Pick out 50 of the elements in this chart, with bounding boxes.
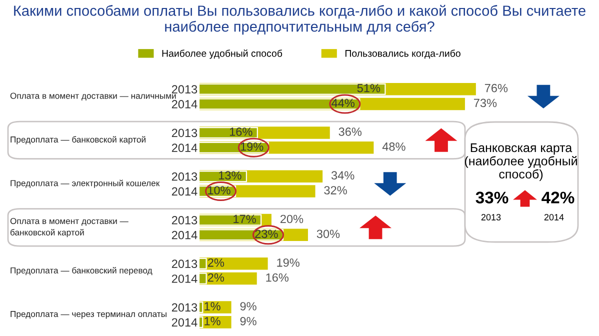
chart-title: Какими способами оплаты Вы пользовались когда-либо и какой способ Вы считаете наиболее предпочтительным для себя?: [14, 4, 586, 35]
y-tick-label: 2013: [172, 172, 198, 181]
data-label: 48%: [382, 142, 406, 151]
annotation: Банковская карта (наиболее удобный способ): [464, 143, 577, 182]
data-label: 20%: [280, 214, 304, 224]
text: Предоплата — банковский перевод: [10, 267, 152, 276]
legend-label: Наиболее удобный способ: [162, 50, 282, 59]
data-label: 19%: [240, 142, 264, 151]
text: 2014: [544, 214, 564, 220]
text: 2013: [481, 214, 501, 220]
y-tick-label: 2014: [172, 318, 198, 327]
data-label: 10%: [208, 186, 230, 194]
y-tick-label: 2013: [172, 85, 198, 94]
y-tick-label: 2013: [172, 216, 198, 224]
legend-label: Пользовались когда-либо: [345, 50, 460, 59]
text: Оплата в момент доставки — наличными: [10, 92, 176, 100]
y-tick-label: 2013: [172, 303, 198, 312]
text: Предоплата — через терминал оплаты: [10, 311, 166, 319]
data-label: 17%: [234, 214, 256, 224]
data-label: 51%: [357, 84, 380, 92]
y-tick-label: 2013: [172, 260, 198, 268]
text: Предоплата — банковской картой: [10, 136, 146, 144]
data-label: 76%: [484, 84, 508, 92]
data-label: 30%: [316, 230, 340, 238]
data-label: 16%: [230, 128, 252, 136]
data-label: 19%: [277, 258, 300, 267]
y-tick-label: 2014: [172, 274, 198, 283]
data-label: 73%: [474, 98, 497, 108]
data-label: 36%: [338, 128, 362, 136]
data-label: 2%: [208, 273, 224, 282]
data-label: 1%: [204, 302, 220, 310]
data-label: 16%: [266, 273, 289, 282]
text: Оплата в момент доставки — банковской картой: [10, 218, 128, 238]
y-tick-label: 2014: [172, 230, 198, 240]
data-label: 34%: [331, 171, 354, 180]
y-tick-label: 2014: [172, 144, 198, 152]
data-label: 2%: [208, 258, 224, 267]
data-label: 32%: [324, 186, 347, 194]
data-label: 9%: [240, 302, 256, 310]
data-label: 23%: [255, 230, 278, 238]
y-tick-label: 2014: [172, 187, 198, 196]
y-tick-label: 2014: [172, 100, 198, 108]
data-label: 13%: [219, 171, 242, 180]
text: 42%: [542, 192, 574, 204]
annotation: 33%: [476, 192, 508, 204]
data-label: 1%: [204, 317, 220, 326]
data-label: 44%: [332, 98, 354, 108]
y-tick-label: 2013: [172, 128, 198, 138]
data-label: 9%: [240, 316, 256, 326]
text: Предоплата — электронный кошелек: [10, 180, 160, 188]
